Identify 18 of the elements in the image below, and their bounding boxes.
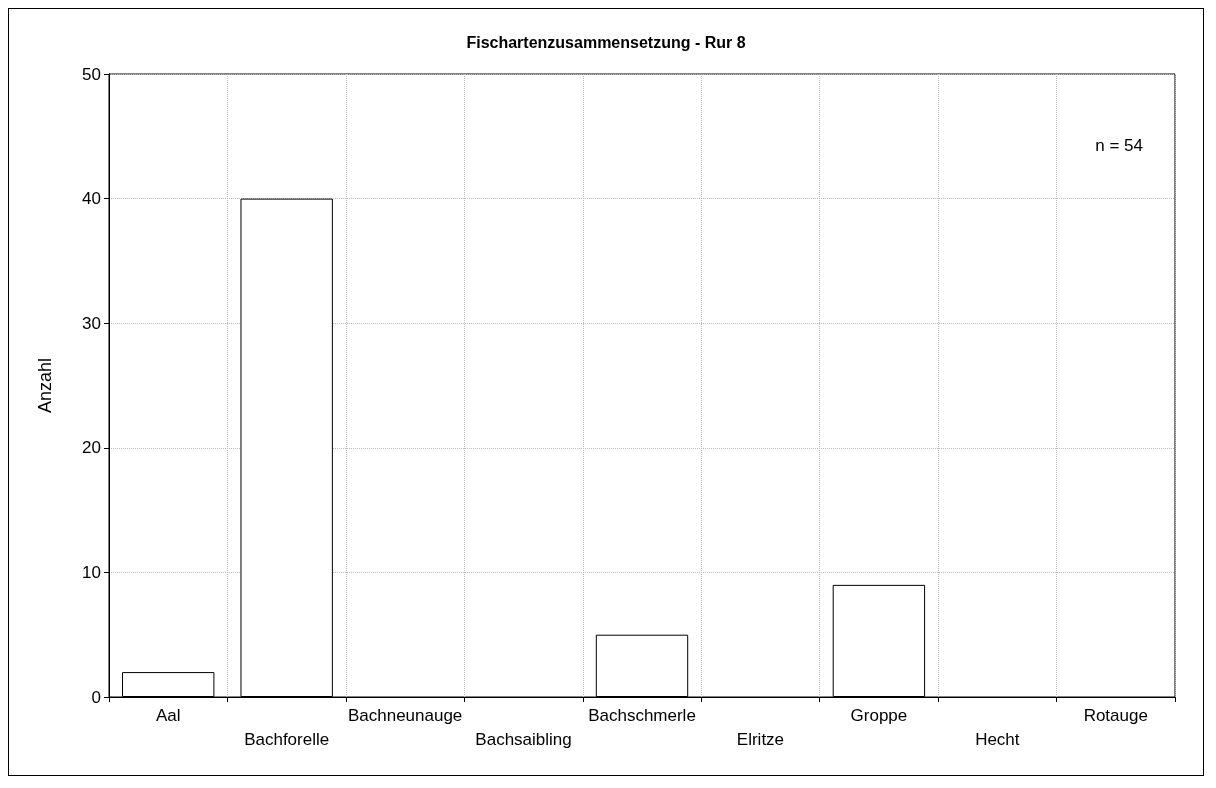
x-tick-label: Rotauge [1083,705,1148,725]
x-tick-label: Hecht [975,729,1020,749]
x-tick-label: Groppe [850,705,908,725]
y-tick-label: 50 [82,64,101,84]
y-tick-label: 20 [82,438,101,458]
y-axis-title: Anzahl [35,357,55,414]
annotation: n = 54 [1095,136,1144,155]
y-tick-label: 10 [82,562,101,582]
chart-title: Fischartenzusammensetzung - Rur 8 [466,33,746,51]
y-tick-label: 0 [91,687,101,707]
x-tick-label: Elritze [736,729,785,749]
x-tick-label: Bachsaibling [475,729,572,749]
x-tick-label: Bachschmerle [588,705,696,725]
y-tick-label: 30 [82,313,101,333]
x-tick-label: Bachforelle [244,729,330,749]
x-tick-label: Aal [155,705,181,725]
y-tick-label: 40 [82,189,101,209]
x-tick-label: Bachneunauge [347,705,463,725]
